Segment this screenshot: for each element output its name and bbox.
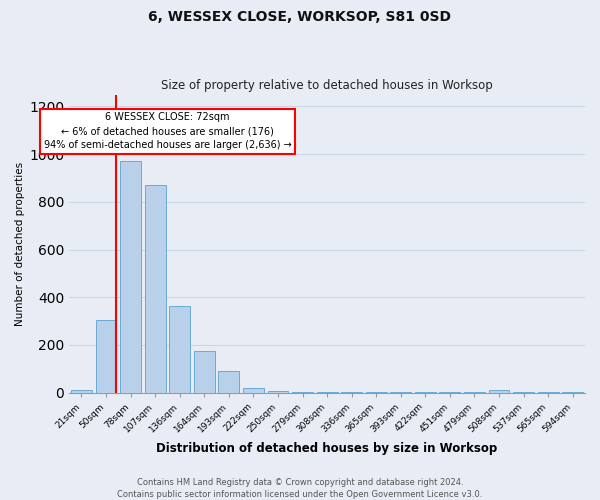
X-axis label: Distribution of detached houses by size in Worksop: Distribution of detached houses by size … [157, 442, 498, 455]
Bar [169, 306, 190, 392]
Text: 6, WESSEX CLOSE, WORKSOP, S81 0SD: 6, WESSEX CLOSE, WORKSOP, S81 0SD [149, 10, 452, 24]
Bar [71, 390, 92, 392]
Bar [95, 320, 116, 392]
Text: 6 WESSEX CLOSE: 72sqm
← 6% of detached houses are smaller (176)
94% of semi-deta: 6 WESSEX CLOSE: 72sqm ← 6% of detached h… [44, 112, 291, 150]
Bar [243, 388, 264, 392]
Bar [145, 185, 166, 392]
Bar [488, 390, 509, 392]
Bar [194, 351, 215, 393]
Y-axis label: Number of detached properties: Number of detached properties [15, 162, 25, 326]
Title: Size of property relative to detached houses in Worksop: Size of property relative to detached ho… [161, 79, 493, 92]
Bar [218, 371, 239, 392]
Bar [120, 162, 141, 392]
Text: Contains HM Land Registry data © Crown copyright and database right 2024.
Contai: Contains HM Land Registry data © Crown c… [118, 478, 482, 499]
